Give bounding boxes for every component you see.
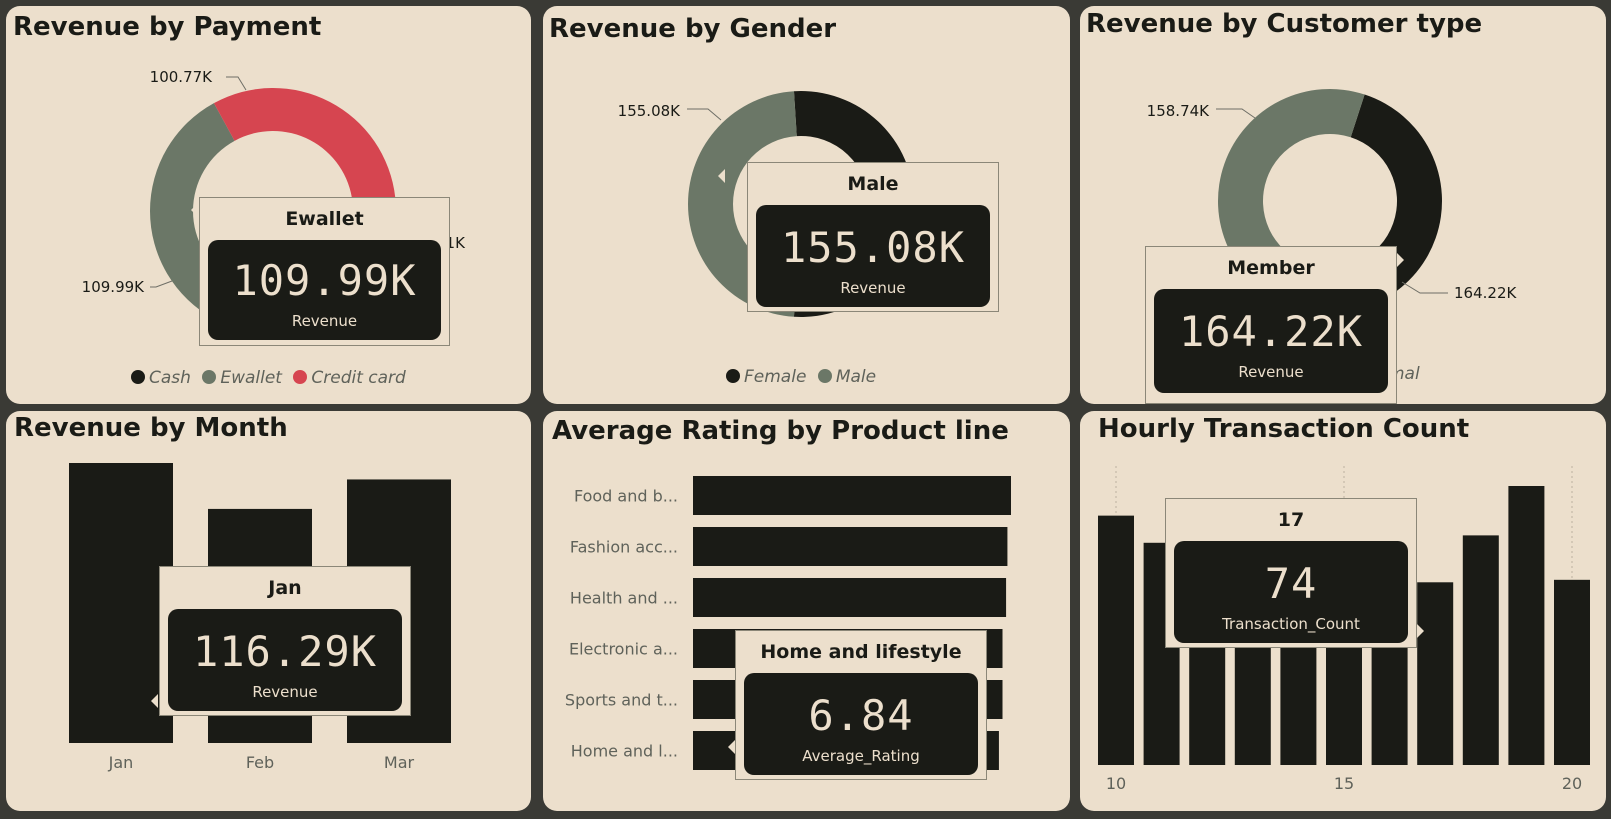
donut-slice-male[interactable] (688, 91, 797, 317)
tooltip-title: Member (1227, 257, 1315, 279)
leader-line-member (1401, 281, 1448, 294)
bar-health-and[interactable] (693, 578, 1007, 617)
hourly-card: Hourly Transaction Count 10 15 20 17 74 Tr… (1080, 411, 1606, 811)
gender-card: Revenue by Gender 155.08K Female Male Ma… (543, 6, 1070, 404)
data-label-male: 155.08K (618, 102, 681, 120)
hourly-tooltip-arrow (1417, 624, 1424, 638)
x-tick-jan: Jan (108, 753, 134, 772)
tooltip-value: 164.22K (1178, 307, 1363, 356)
x-tick-15: 15 (1334, 774, 1354, 793)
payment-tooltip: Ewallet 109.99K Revenue (199, 197, 450, 346)
tooltip-value-box: 6.84 Average_Rating (744, 673, 978, 775)
tooltip-measure: Revenue (1238, 363, 1304, 381)
legend-credit-card-label[interactable]: Credit card (311, 368, 406, 388)
legend-cash-dot (131, 370, 145, 384)
x-tick-10: 10 (1106, 774, 1126, 793)
y-tick-food-and-b: Food and b... (574, 487, 678, 506)
bar-food-and-b[interactable] (693, 476, 1011, 515)
legend-ewallet-dot (202, 370, 217, 384)
month-card: Revenue by Month Jan Feb Mar Jan 116.29K R… (6, 411, 531, 811)
hourly-title: Hourly Transaction Count (1098, 414, 1470, 444)
payment-title: Revenue by Payment (13, 12, 322, 42)
rating-tooltip-arrow (728, 740, 735, 754)
month-title: Revenue by Month (14, 413, 288, 443)
legend-ewallet-label[interactable]: Ewallet (220, 368, 282, 388)
legend-female-label[interactable]: Female (744, 367, 807, 387)
bar-fashion-acc[interactable] (693, 527, 1008, 566)
tooltip-title: 17 (1277, 509, 1305, 531)
gender-tooltip: Male 155.08K Revenue (747, 162, 999, 312)
tooltip-value-box: 164.22K Revenue (1154, 289, 1388, 393)
tooltip-measure: Transaction_Count (1222, 615, 1360, 633)
bar-hour-17[interactable] (1417, 582, 1454, 765)
tooltip-value-box: 74 Transaction_Count (1174, 541, 1408, 643)
tooltip-value-box: 116.29K Revenue (168, 609, 402, 711)
data-label-credit-card: 100.77K (150, 68, 213, 86)
gender-legend: Female Male (726, 367, 876, 387)
data-label-member: 164.22K (1454, 284, 1517, 302)
y-tick-sports-and-t: Sports and t... (565, 691, 678, 710)
legend-credit-card-dot (293, 370, 308, 384)
gender-tooltip-arrow (718, 169, 725, 183)
x-tick-mar: Mar (384, 753, 415, 772)
donut-slice-credit-card[interactable] (213, 88, 396, 203)
legend-female-dot (726, 369, 740, 383)
legend-male-label[interactable]: Male (835, 367, 877, 387)
customer-tooltip: Member 164.22K Revenue (1145, 246, 1397, 404)
tooltip-value: 6.84 (808, 691, 914, 740)
leader-line-male (687, 108, 722, 121)
leader-line-normal (1216, 108, 1256, 119)
bar-hour-18[interactable] (1462, 535, 1499, 765)
x-tick-feb: Feb (246, 753, 274, 772)
tooltip-value: 116.29K (192, 627, 377, 676)
x-tick-20: 20 (1562, 774, 1582, 793)
customer-tooltip-arrow (1397, 253, 1404, 267)
y-tick-fashion-acc: Fashion acc... (570, 538, 678, 557)
y-tick-home-and-l: Home and l... (571, 742, 678, 761)
tooltip-measure: Average_Rating (802, 747, 920, 765)
tooltip-title: Ewallet (285, 208, 364, 230)
tooltip-value-box: 155.08K Revenue (756, 205, 990, 307)
payment-card: Revenue by Payment 21K 109.99K 100.77K Cas… (6, 6, 531, 404)
tooltip-value: 74 (1264, 559, 1318, 608)
month-tooltip: Jan 116.29K Revenue (159, 566, 411, 716)
leader-line-ewallet (150, 280, 173, 288)
month-tooltip-arrow (151, 694, 158, 708)
data-label-ewallet: 109.99K (82, 278, 145, 296)
data-label-normal: 158.74K (1147, 102, 1210, 120)
bar-hour-20[interactable] (1554, 579, 1590, 765)
tooltip-measure: Revenue (840, 279, 906, 297)
rating-tooltip: Home and lifestyle 6.84 Average_Rating (735, 630, 987, 780)
tooltip-value-box: 109.99K Revenue (208, 240, 441, 340)
gender-title: Revenue by Gender (549, 14, 837, 44)
hourly-tooltip: 17 74 Transaction_Count (1165, 498, 1417, 648)
legend-cash-label[interactable]: Cash (149, 368, 191, 388)
leader-line-credit-card (226, 76, 247, 91)
rating-title: Average Rating by Product line (552, 416, 1009, 446)
tooltip-title: Jan (268, 577, 302, 599)
tooltip-value: 155.08K (780, 223, 965, 272)
tooltip-title: Home and lifestyle (760, 641, 962, 663)
tooltip-title: Male (847, 173, 899, 195)
customer-title: Revenue by Customer type (1086, 9, 1483, 39)
tooltip-measure: Revenue (252, 683, 318, 701)
customer-card: Revenue by Customer type 164.22K 158.74K … (1080, 6, 1606, 404)
tooltip-value: 109.99K (232, 256, 417, 305)
y-tick-electronic-a: Electronic a... (569, 640, 678, 659)
bar-hour-10[interactable] (1098, 515, 1134, 765)
legend-male-dot (817, 369, 832, 383)
tooltip-measure: Revenue (291, 312, 358, 330)
payment-legend: Cash Ewallet Credit card (131, 368, 406, 388)
rating-card: Average Rating by Product line Food and … (543, 411, 1070, 811)
y-tick-health-and: Health and ... (570, 589, 678, 608)
payment-tooltip-arrow (191, 203, 198, 217)
bar-hour-19[interactable] (1508, 486, 1545, 765)
